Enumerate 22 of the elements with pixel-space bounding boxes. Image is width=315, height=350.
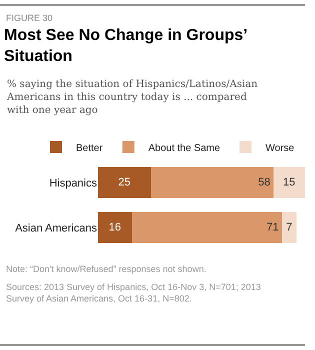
y-tick-label: Asian Americans <box>15 222 98 234</box>
data-label: 16 <box>108 222 122 234</box>
bar <box>132 212 282 243</box>
legend-label: Better <box>76 142 104 154</box>
data-label: 15 <box>283 176 296 188</box>
y-tick-label: Hispanics <box>49 177 98 190</box>
chart-subtitle: % saying the situation of Hispanics/Latinos/Asian Americans in this country today is ... compared with one year ago <box>6 79 258 116</box>
data-label: 58 <box>258 176 270 188</box>
source-note: Sources: 2013 Survey of Hispanics, Oct 16-Nov 3, N=701; 2013 Survey of Asian Americans, Oct 16-31, N=802. <box>6 282 261 304</box>
data-label: 7 <box>286 222 292 234</box>
data-label: 25 <box>118 176 131 188</box>
bar <box>98 212 132 243</box>
chart-title: Most See No Change in Groups’ Situation <box>4 27 248 65</box>
bar <box>98 167 151 198</box>
legend-label: Worse <box>266 142 295 154</box>
bar <box>273 167 305 198</box>
legend-label: About the Same <box>148 142 220 154</box>
bar <box>282 212 297 243</box>
bar <box>150 167 274 198</box>
caption: FIGURE 30 <box>6 13 53 23</box>
text: Note: “Don't know/Refused” responses not shown. <box>6 264 206 274</box>
data-label: 71 <box>266 222 279 234</box>
